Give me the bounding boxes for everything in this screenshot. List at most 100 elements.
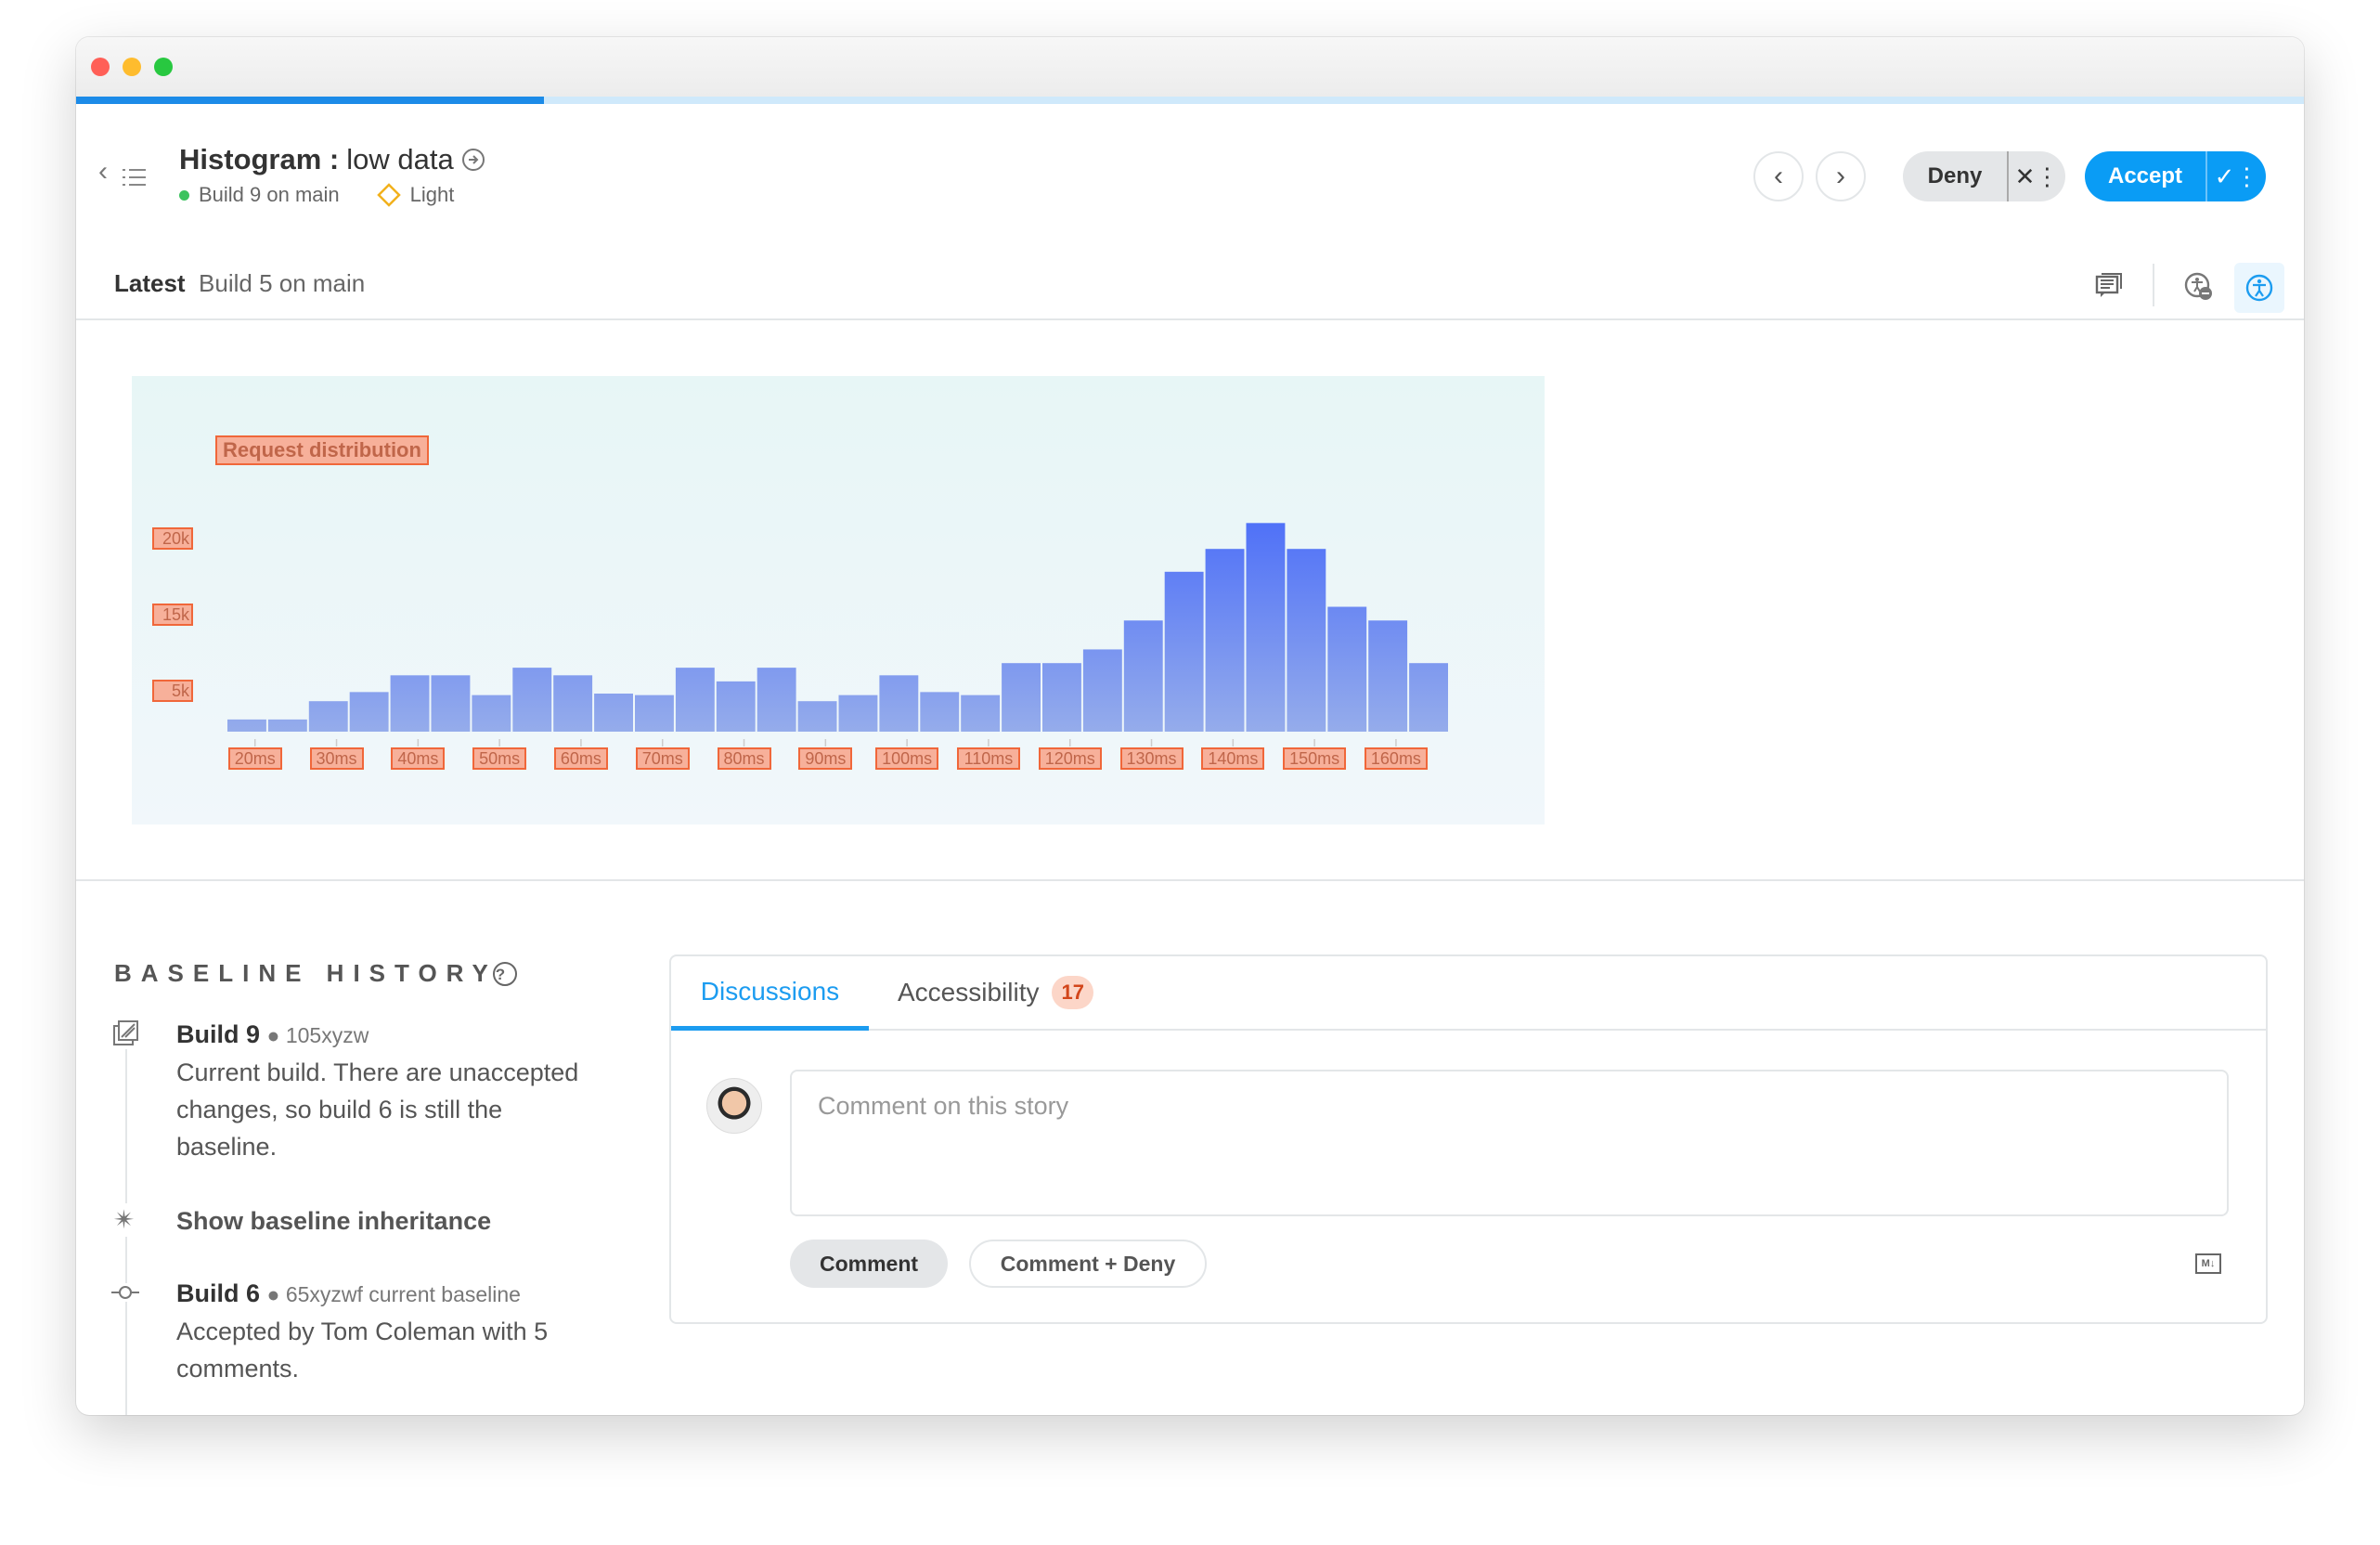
build-number[interactable]: Build 9 bbox=[176, 1020, 261, 1048]
build-status[interactable]: Build 9 on main bbox=[199, 183, 340, 206]
x-tick-label: 100ms bbox=[875, 747, 939, 770]
y-tick-label: 20k bbox=[152, 526, 193, 550]
progress-fill bbox=[76, 97, 544, 104]
histogram-bar bbox=[308, 701, 348, 732]
baseline-build[interactable]: Build 5 on main bbox=[199, 269, 366, 297]
progress-bar bbox=[76, 97, 2304, 104]
back-chevron-icon[interactable]: ‹ bbox=[98, 156, 108, 187]
status-dot-icon bbox=[179, 189, 189, 201]
story-title: Histogram : low data bbox=[179, 143, 485, 176]
comment-input[interactable]: Comment on this story bbox=[790, 1070, 2229, 1216]
title-bar bbox=[76, 37, 2304, 97]
show-baseline-inheritance-link[interactable]: Show baseline inheritance bbox=[176, 1207, 492, 1235]
commit-hash: 105xyzw bbox=[285, 1023, 369, 1047]
commit-meta: 65xyzwf current baseline bbox=[285, 1282, 521, 1306]
y-tick-label: 5k bbox=[152, 679, 193, 702]
deny-button-group: Deny ✕⋮ bbox=[1903, 151, 2065, 201]
deny-batch-button[interactable]: ✕⋮ bbox=[2007, 151, 2065, 201]
toolbar-divider bbox=[2153, 264, 2154, 306]
build-info: Build 9 on main Light bbox=[179, 183, 454, 207]
inheritance-icon: ✴ bbox=[113, 1203, 136, 1237]
accessibility-button[interactable] bbox=[2234, 263, 2284, 313]
svg-text:?: ? bbox=[496, 966, 514, 983]
close-window-button[interactable] bbox=[91, 58, 110, 76]
latest-label: Latest bbox=[114, 269, 186, 297]
build-number[interactable]: Build 6 bbox=[176, 1279, 261, 1307]
histogram-bar bbox=[1368, 620, 1408, 732]
histogram-bar bbox=[512, 668, 552, 732]
history-text: Accepted by Tom Coleman with 5 bbox=[176, 1318, 549, 1345]
accept-button-group: Accept ✓⋮ bbox=[2085, 151, 2266, 201]
history-item-build-9: Build 9 ● 105xyzw Current build. There a… bbox=[176, 1016, 578, 1165]
histogram-bar bbox=[757, 668, 796, 732]
deny-button[interactable]: Deny bbox=[1927, 163, 1983, 188]
discussion-panel: Discussions Accessibility 17 Comment on … bbox=[669, 954, 2268, 1324]
x-tick-label: 70ms bbox=[635, 747, 690, 770]
list-icon[interactable] bbox=[123, 167, 147, 188]
histogram-bar bbox=[838, 695, 878, 732]
histogram-bar bbox=[553, 675, 593, 732]
accept-button[interactable]: Accept bbox=[2107, 163, 2183, 188]
user-avatar bbox=[706, 1078, 762, 1134]
histogram-bar bbox=[1287, 549, 1326, 732]
comment-deny-button[interactable]: Comment + Deny bbox=[969, 1240, 1207, 1288]
minimize-window-button[interactable] bbox=[123, 58, 141, 76]
accessibility-off-icon[interactable] bbox=[2184, 271, 2214, 301]
x-tick-label: 140ms bbox=[1201, 747, 1265, 770]
histogram-bar bbox=[797, 701, 837, 732]
histogram-bar bbox=[675, 668, 715, 732]
story-name: low data bbox=[346, 143, 454, 175]
histogram-bar bbox=[390, 675, 430, 732]
markdown-icon[interactable]: M↓ bbox=[2195, 1253, 2221, 1274]
history-item-build-6: Build 6 ● 65xyzwf current baseline Accep… bbox=[176, 1275, 548, 1387]
accept-batch-button[interactable]: ✓⋮ bbox=[2205, 151, 2266, 201]
histogram-bar bbox=[1327, 606, 1367, 732]
divider bbox=[76, 879, 2304, 881]
histogram-bar bbox=[879, 675, 919, 732]
help-icon[interactable]: ? bbox=[492, 961, 518, 987]
x-tick-label: 120ms bbox=[1038, 747, 1102, 770]
maximize-window-button[interactable] bbox=[154, 58, 173, 76]
snapshot-label: Latest Build 5 on main bbox=[114, 269, 365, 298]
x-tick-label: 150ms bbox=[1283, 747, 1347, 770]
app-window: ‹ Histogram : low data Build 9 on main L… bbox=[76, 37, 2304, 1415]
history-text: changes, so build 6 is still the bbox=[176, 1096, 503, 1123]
histogram-bar bbox=[1164, 571, 1204, 732]
histogram-bar bbox=[920, 692, 960, 732]
x-tick-label: 160ms bbox=[1364, 747, 1428, 770]
previous-button[interactable]: ‹ bbox=[1753, 151, 1804, 201]
history-text: comments. bbox=[176, 1355, 300, 1383]
histogram-bar bbox=[1246, 523, 1286, 732]
x-tick-label: 80ms bbox=[717, 747, 771, 770]
comments-icon[interactable] bbox=[2095, 272, 2123, 300]
tab-divider bbox=[671, 1029, 2266, 1031]
chevron-left-icon: ‹ bbox=[1774, 161, 1783, 191]
histogram-bar bbox=[1002, 663, 1041, 732]
mode-label[interactable]: Light bbox=[409, 183, 455, 206]
comment-button[interactable]: Comment bbox=[790, 1240, 948, 1288]
arrow-circle-right-icon[interactable] bbox=[461, 148, 485, 172]
x-tick-label: 90ms bbox=[798, 747, 853, 770]
chevron-right-icon: › bbox=[1836, 161, 1845, 191]
x-tick-label: 110ms bbox=[956, 747, 1020, 770]
histogram-bar bbox=[716, 681, 756, 732]
x-tick-label: 130ms bbox=[1119, 747, 1184, 770]
histogram-bar bbox=[1082, 649, 1122, 732]
history-text: baseline. bbox=[176, 1133, 278, 1161]
tab-accessibility[interactable]: Accessibility 17 bbox=[898, 956, 1093, 1029]
histogram-bar bbox=[1409, 663, 1448, 732]
chart-panel: Request distribution 5k 15k 20k 20ms 30ms 40… bbox=[132, 376, 1545, 824]
x-tick-label: 20ms bbox=[227, 747, 282, 770]
history-text: Current build. There are unaccepted bbox=[176, 1058, 579, 1086]
histogram-bar bbox=[349, 692, 389, 732]
commit-node-icon bbox=[111, 1283, 139, 1302]
next-button[interactable]: › bbox=[1816, 151, 1866, 201]
x-tick-label: 50ms bbox=[472, 747, 527, 770]
histogram-bar bbox=[267, 719, 307, 732]
tab-label: Accessibility bbox=[898, 978, 1040, 1006]
heading-text: BASELINE HISTORY bbox=[114, 959, 498, 987]
issue-count-badge: 17 bbox=[1052, 976, 1093, 1009]
tab-label: Discussions bbox=[700, 976, 840, 1006]
histogram-bar bbox=[431, 675, 471, 732]
tab-discussions[interactable]: Discussions bbox=[671, 956, 869, 1031]
